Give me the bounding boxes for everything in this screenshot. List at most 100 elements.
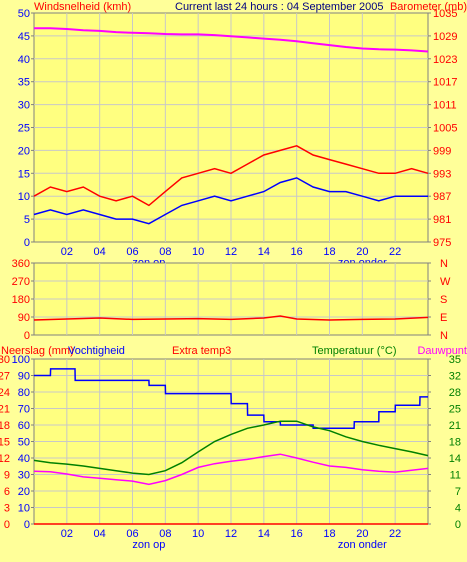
x-tick-label: 12 <box>225 246 237 258</box>
y-tick-label-wind: 10 <box>18 191 30 203</box>
y-tick-label-rain: 24 <box>0 387 10 399</box>
axis-labels-temp: 0 0 0 3 10 4 6 20 7 9 30 11 12 40 14 15 50 18 18 60 21 21 70 25… <box>0 354 461 551</box>
x-tick-label: 02 <box>61 528 73 540</box>
y-tick-label-humidity: 30 <box>18 470 30 482</box>
x-tick-label: 22 <box>389 528 401 540</box>
y-tick-label-rain: 6 <box>4 486 10 498</box>
dewpoint-line <box>33 453 429 486</box>
y-tick-label-wind: 15 <box>18 168 30 180</box>
pressure-line <box>34 27 429 53</box>
axis-labels-direction: 0 N 90 E 180 S 270 W 360 N <box>12 258 451 342</box>
y-tick-label-humidity: 0 <box>24 519 30 531</box>
y-tick-label-wind: 45 <box>18 31 30 43</box>
y-tick-label-rain: 12 <box>0 453 10 465</box>
y-tick-label-direction: 90 <box>18 312 30 324</box>
extra-temp-label: Extra temp3 <box>172 345 231 357</box>
y-tick-label-temperature: 0 <box>455 519 461 531</box>
left-axis-title: Windsnelheid (kmh) <box>34 1 131 13</box>
y-tick-label-humidity: 50 <box>18 437 30 449</box>
series-direction <box>33 315 429 321</box>
y-tick-label-rain: 15 <box>0 437 10 449</box>
sunrise-label: zon op <box>132 539 165 551</box>
y-tick-label-direction: 180 <box>12 294 30 306</box>
y-tick-label-temperature: 28 <box>449 387 461 399</box>
y-tick-label-pressure: 1035 <box>433 8 457 20</box>
x-tick-label: 06 <box>126 246 138 258</box>
wind-average-line <box>33 177 428 225</box>
x-tick-label: 10 <box>192 246 204 258</box>
y-tick-label-pressure: 993 <box>433 168 451 180</box>
y-tick-label-pressure: 1005 <box>433 123 457 135</box>
y-tick-label-humidity: 100 <box>12 354 30 366</box>
y-tick-label-pressure: 999 <box>433 145 451 157</box>
humidity-axis-title: Vochtigheid <box>68 345 125 357</box>
y-tick-label-wind: 25 <box>18 123 30 135</box>
temperature-line <box>33 420 429 476</box>
dewpoint-axis-title: Dauwpunt <box>417 345 467 357</box>
y-tick-label-humidity: 90 <box>18 371 30 383</box>
wind-gust-line <box>33 144 429 207</box>
x-tick-label: 12 <box>225 528 237 540</box>
y-tick-label-pressure: 1011 <box>433 100 457 112</box>
x-tick-label: 04 <box>94 528 106 540</box>
y-tick-label-humidity: 10 <box>18 503 30 515</box>
wind-direction-panel: 0 N 90 E 180 S 270 W 360 N <box>12 258 451 342</box>
x-tick-label: 20 <box>356 528 368 540</box>
compass-label: N <box>440 330 448 342</box>
compass-label: E <box>440 312 447 324</box>
y-tick-label-temperature: 7 <box>455 486 461 498</box>
y-tick-label-rain: 27 <box>0 371 10 383</box>
y-tick-label-wind: 0 <box>24 237 30 249</box>
y-tick-label-rain: 0 <box>4 519 10 531</box>
y-tick-label-wind: 30 <box>18 100 30 112</box>
y-tick-label-temperature: 25 <box>449 404 461 416</box>
y-tick-label-humidity: 60 <box>18 420 30 432</box>
y-tick-label-pressure: 981 <box>433 214 451 226</box>
grid-temp <box>31 358 431 525</box>
x-tick-label: 16 <box>291 246 303 258</box>
x-tick-label: 14 <box>258 528 270 540</box>
y-tick-label-humidity: 20 <box>18 486 30 498</box>
sunset-label: zon onder <box>338 539 387 551</box>
y-tick-label-rain: 9 <box>4 470 10 482</box>
y-tick-label-pressure: 987 <box>433 191 451 203</box>
right-axis-title: Barometer (mb) <box>390 1 467 13</box>
x-tick-label: 02 <box>61 246 73 258</box>
y-tick-label-temperature: 35 <box>449 354 461 366</box>
compass-label: W <box>440 276 451 288</box>
y-tick-label-rain: 30 <box>0 354 10 366</box>
y-tick-label-temperature: 11 <box>450 470 461 482</box>
compass-label: S <box>440 294 447 306</box>
grid-direction <box>31 262 431 336</box>
temperature-axis-title: Temperatuur (°C) <box>312 345 396 357</box>
y-tick-label-pressure: 975 <box>433 237 451 249</box>
y-tick-label-direction: 270 <box>12 276 30 288</box>
humidity-line <box>34 368 428 430</box>
y-tick-label-temperature: 21 <box>449 420 461 432</box>
x-tick-label: 08 <box>159 528 171 540</box>
y-tick-label-wind: 20 <box>18 145 30 157</box>
y-tick-label-temperature: 14 <box>449 453 461 465</box>
x-tick-label: 22 <box>389 246 401 258</box>
x-tick-label: 18 <box>323 246 335 258</box>
y-tick-label-direction: 360 <box>12 258 30 270</box>
y-tick-label-direction: 0 <box>24 330 30 342</box>
x-tick-label: 16 <box>291 528 303 540</box>
y-tick-label-rain: 21 <box>0 404 10 416</box>
wind-direction-line <box>33 315 429 321</box>
y-tick-label-temperature: 18 <box>449 437 461 449</box>
temperature-humidity-panel: 0 0 0 3 10 4 6 20 7 9 30 11 12 40 14 15 50 18 18 60 21 21 70 25… <box>0 345 467 551</box>
series-wind <box>33 27 429 225</box>
y-tick-label-rain: 3 <box>4 503 10 515</box>
y-tick-label-humidity: 40 <box>18 453 30 465</box>
y-tick-label-wind: 50 <box>18 8 30 20</box>
y-tick-label-humidity: 70 <box>18 404 30 416</box>
y-tick-label-pressure: 1023 <box>433 54 457 66</box>
series-temp <box>33 368 429 525</box>
y-tick-label-pressure: 1029 <box>433 31 457 43</box>
y-tick-label-temperature: 32 <box>449 371 461 383</box>
x-tick-label: 04 <box>94 246 106 258</box>
